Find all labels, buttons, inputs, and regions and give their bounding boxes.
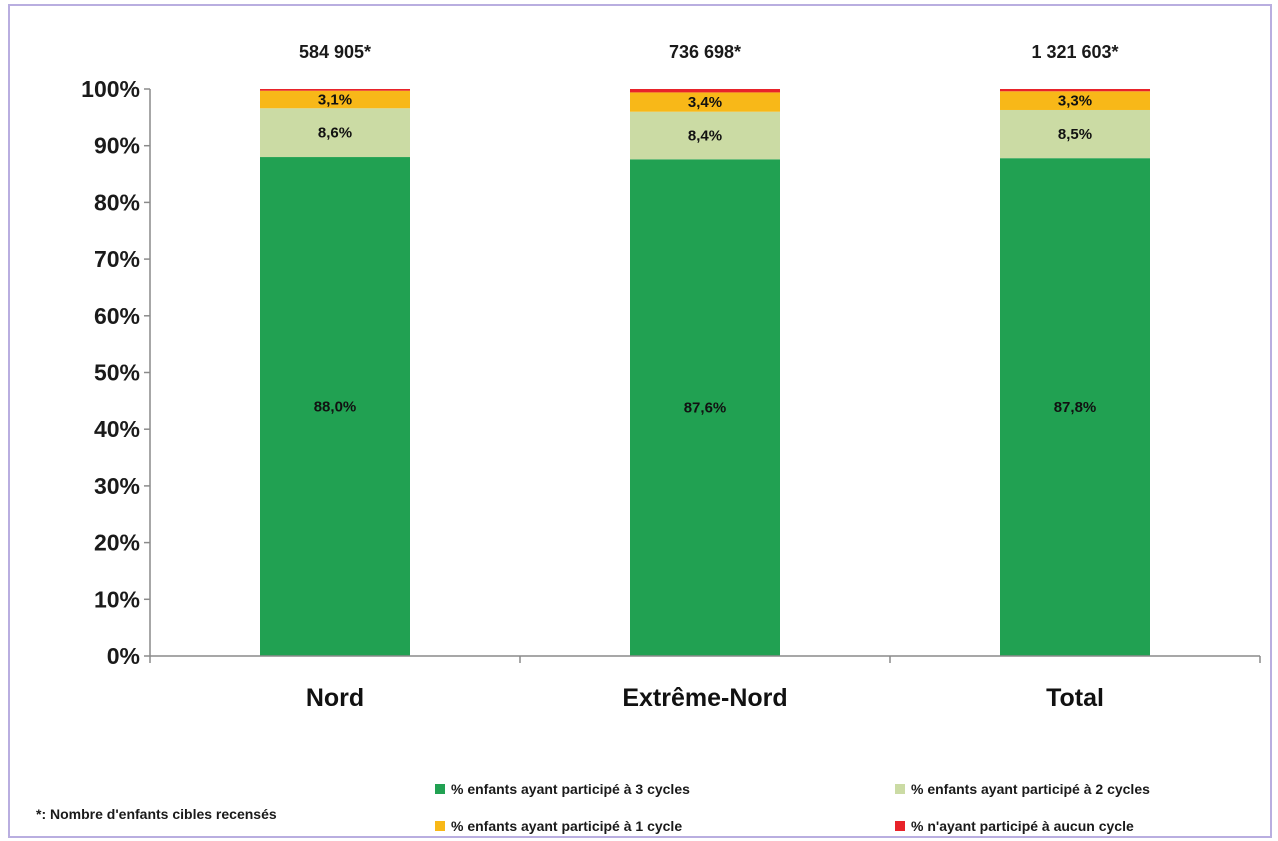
data-label-nord-series-3: 3,1% [318, 91, 352, 108]
stacked-bar-chart: 0% 10% 20% 30% 40% 50% 60% 70% 80% 90% 100% 88,0% 8,… [81, 42, 1261, 712]
legend-item-1-cycle: % enfants ayant participé à 1 cycle [435, 818, 682, 834]
x-category-label-extreme-nord: Extrême-Nord [622, 684, 787, 712]
bar-nord-series-4 [260, 89, 410, 91]
y-tick-label: 90% [94, 133, 140, 159]
y-tick-label: 100% [81, 76, 140, 102]
bar-nord-series-1 [260, 157, 410, 657]
y-tick-label: 60% [94, 303, 140, 329]
y-tick-label: 30% [94, 473, 140, 499]
total-count-label-total: 1 321 603* [1031, 42, 1118, 62]
footnote: *: Nombre d'enfants cibles recensés [36, 806, 277, 822]
bar-nord-series-3 [260, 90, 410, 109]
data-label-nord-series-1: 88,0% [314, 399, 357, 416]
total-count-label-extreme-nord: 736 698* [669, 42, 741, 62]
bar-nord-series-2 [260, 108, 410, 158]
bar-total-series-3 [1000, 91, 1150, 110]
total-count-label-nord: 584 905* [299, 42, 371, 62]
data-label-total-series-2: 8,5% [1058, 126, 1092, 143]
chart-frame: 0% 10% 20% 30% 40% 50% 60% 70% 80% 90% 100% 88,0% 8,… [8, 4, 1272, 838]
bar-total-series-4 [1000, 89, 1150, 92]
legend-item-no-cycle: % n'ayant participé à aucun cycle [895, 818, 1134, 834]
y-tick-label: 70% [94, 246, 140, 272]
y-tick-label: 10% [94, 586, 140, 612]
bar-extreme-nord-series-3 [630, 92, 780, 112]
bar-extreme-nord-series-4 [630, 89, 780, 93]
legend-swatch-1-cycle [435, 821, 445, 831]
legend-label-1-cycle: % enfants ayant participé à 1 cycle [451, 818, 683, 834]
labels-layer: 0% 10% 20% 30% 40% 50% 60% 70% 80% 90% 100% 88,0% 8,… [81, 42, 1118, 712]
legend-label-2-cycles: % enfants ayant participé à 2 cycles [911, 781, 1150, 797]
data-label-nord-series-2: 8,6% [318, 125, 352, 142]
axes-layer [144, 88, 1261, 663]
legend-item-3-cycles: % enfants ayant participé à 3 cycles [435, 781, 690, 797]
data-label-total-series-1: 87,8% [1054, 399, 1097, 416]
legend-label-no-cycle: % n'ayant participé à aucun cycle [911, 818, 1134, 834]
x-category-label-nord: Nord [306, 684, 364, 712]
data-label-extreme-nord-series-1: 87,6% [684, 400, 727, 417]
bar-extreme-nord-series-2 [630, 111, 780, 160]
bar-total-series-1 [1000, 158, 1150, 656]
data-label-total-series-3: 3,3% [1058, 93, 1092, 110]
bars-layer [260, 89, 1150, 657]
y-tick-label: 0% [107, 643, 140, 669]
legend-swatch-2-cycles [895, 784, 905, 794]
y-tick-label: 20% [94, 530, 140, 556]
y-tick-label: 50% [94, 360, 140, 386]
x-category-label-total: Total [1046, 684, 1104, 712]
legend-item-2-cycles: % enfants ayant participé à 2 cycles [895, 781, 1150, 797]
data-label-extreme-nord-series-3: 3,4% [688, 94, 722, 111]
legend-label-3-cycles: % enfants ayant participé à 3 cycles [451, 781, 690, 797]
data-label-extreme-nord-series-2: 8,4% [688, 127, 722, 144]
y-tick-label: 40% [94, 416, 140, 442]
y-tick-label: 80% [94, 189, 140, 215]
bar-total-series-2 [1000, 109, 1150, 159]
bar-extreme-nord-series-1 [630, 159, 780, 657]
legend-swatch-no-cycle [895, 821, 905, 831]
legend-swatch-3-cycles [435, 784, 445, 794]
